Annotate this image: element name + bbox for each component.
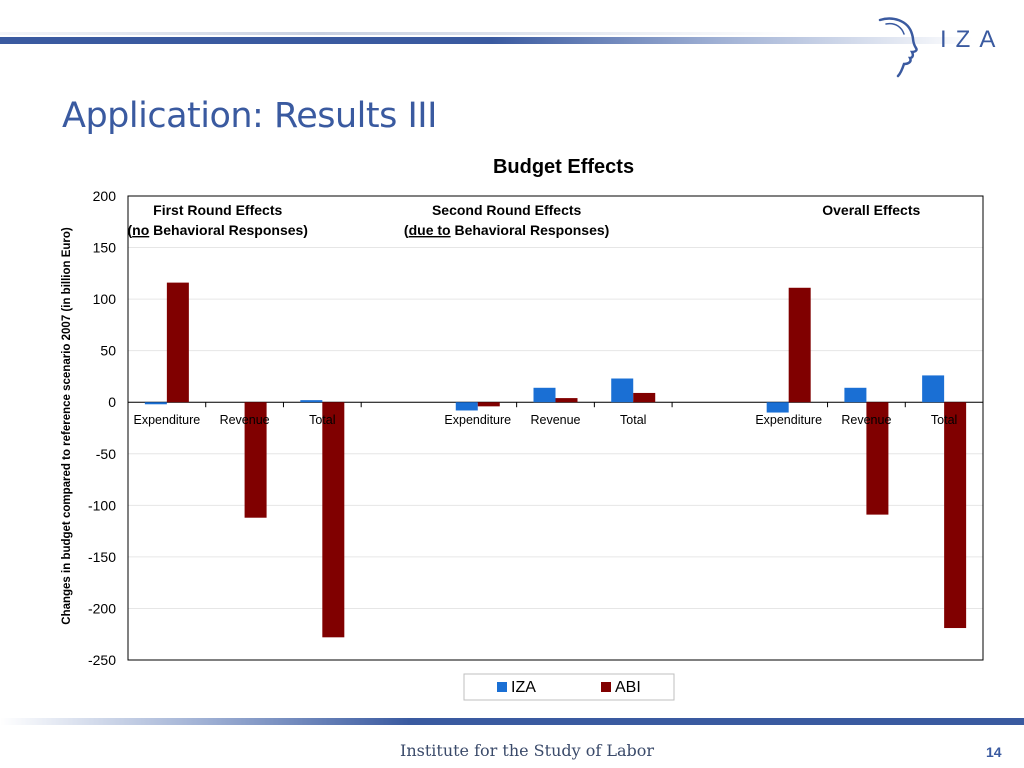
x-tick-label: Expenditure bbox=[134, 413, 201, 427]
y-tick-label: 50 bbox=[100, 343, 116, 359]
x-tick-label: Revenue bbox=[530, 413, 580, 427]
bar-iza bbox=[922, 375, 945, 403]
bar-iza bbox=[766, 402, 789, 413]
x-tick-label: Total bbox=[620, 413, 646, 427]
x-tick-label: Revenue bbox=[220, 413, 270, 427]
legend-label: IZA bbox=[511, 679, 536, 696]
legend-label: ABI bbox=[615, 679, 641, 696]
bar-abi bbox=[166, 282, 189, 403]
group-subtitle: (no Behavioral Responses) bbox=[127, 222, 308, 238]
y-tick-label: 0 bbox=[108, 394, 116, 410]
bar-iza bbox=[144, 402, 167, 405]
bar-abi bbox=[788, 287, 811, 403]
plot-area bbox=[127, 195, 984, 661]
footer-institute: Institute for the Study of Labor bbox=[400, 741, 655, 760]
logo-text: IZA bbox=[940, 26, 1005, 53]
bar-abi bbox=[322, 402, 345, 638]
bar-iza bbox=[611, 378, 634, 403]
group-subtitle: (due to Behavioral Responses) bbox=[404, 222, 609, 238]
header-stripe bbox=[0, 37, 1024, 44]
bar-abi bbox=[244, 402, 267, 518]
y-tick-label: -100 bbox=[88, 497, 116, 513]
bar-abi bbox=[555, 398, 578, 403]
group-title: Overall Effects bbox=[822, 202, 920, 218]
slide-title: Application: Results III bbox=[62, 96, 437, 136]
group-title: Second Round Effects bbox=[432, 202, 582, 218]
bar-iza bbox=[300, 400, 323, 403]
y-axis-label: Changes in budget compared to reference … bbox=[61, 227, 73, 625]
group-title: First Round Effects bbox=[153, 202, 282, 218]
x-tick-label: Revenue bbox=[841, 413, 891, 427]
legend-box bbox=[463, 673, 675, 701]
y-tick-label: -250 bbox=[88, 652, 116, 668]
iza-head-logo-icon bbox=[878, 17, 918, 78]
group-subtitle-underlined: no bbox=[132, 222, 149, 238]
y-tick-label: 150 bbox=[93, 240, 117, 256]
x-tick-label: Expenditure bbox=[755, 413, 822, 427]
bar-abi bbox=[633, 392, 656, 403]
x-tick-label: Total bbox=[931, 413, 957, 427]
legend-swatch-iza bbox=[497, 682, 507, 692]
footer-stripe bbox=[0, 718, 1024, 725]
bar-iza bbox=[455, 402, 478, 411]
x-tick-label: Total bbox=[309, 413, 335, 427]
bar-abi bbox=[866, 402, 889, 515]
bar-iza bbox=[844, 387, 867, 403]
chart-title: Budget Effects bbox=[493, 156, 634, 178]
y-tick-label: -150 bbox=[88, 549, 116, 565]
bar-abi bbox=[944, 402, 967, 629]
page-number: 14 bbox=[986, 744, 1002, 760]
y-tick-label: 200 bbox=[93, 188, 117, 204]
group-subtitle-underlined: due to bbox=[409, 222, 451, 238]
legend-swatch-abi bbox=[601, 682, 611, 692]
y-tick-label: 100 bbox=[93, 291, 117, 307]
header-stripe-thin bbox=[0, 32, 800, 35]
y-tick-label: -50 bbox=[96, 446, 116, 462]
bar-iza bbox=[533, 387, 556, 403]
y-tick-label: -200 bbox=[88, 600, 116, 616]
x-tick-label: Expenditure bbox=[444, 413, 511, 427]
bar-abi bbox=[477, 402, 500, 407]
